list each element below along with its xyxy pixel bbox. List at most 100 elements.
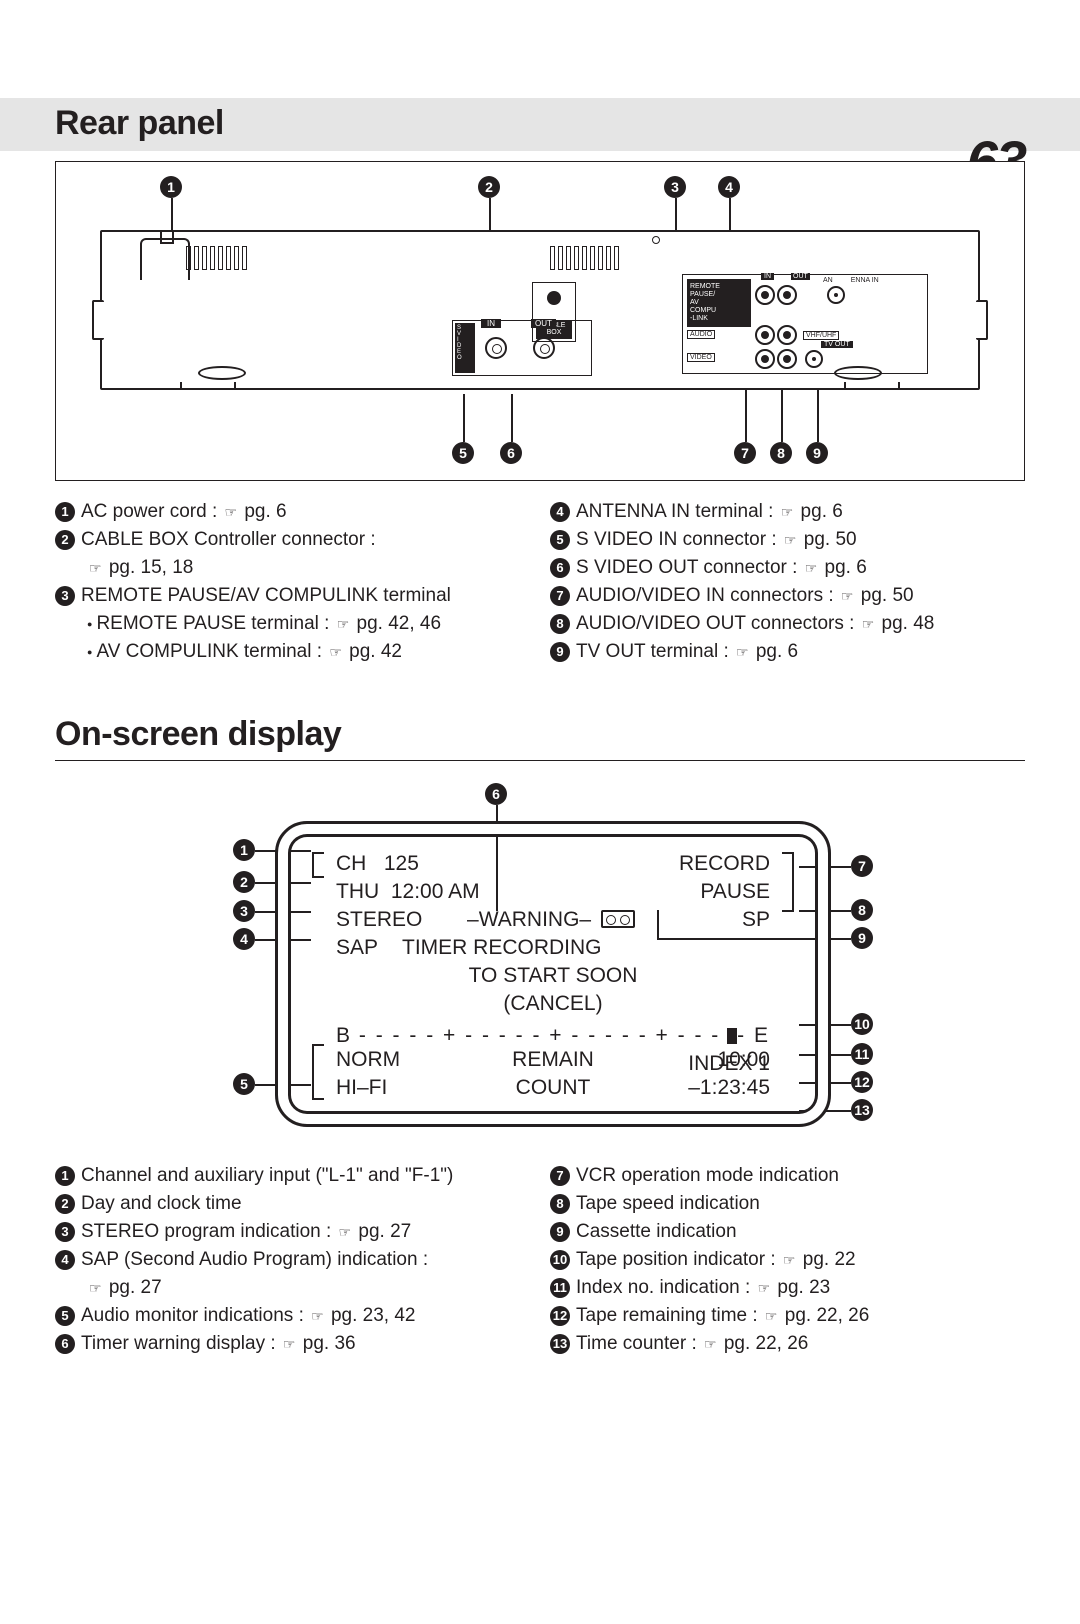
list-item: 2 CABLE BOX Controller connector : <box>55 527 530 553</box>
item-number-icon: 6 <box>550 558 570 578</box>
osd-record: RECORD <box>679 850 770 878</box>
osd-callout-7: 7 <box>851 855 873 877</box>
osd-warning: –WARNING– <box>467 908 591 931</box>
label-vhfuhf: VHF/UHF <box>803 331 839 340</box>
callout-3: 3 <box>664 176 686 198</box>
osd-time: 12:00 AM <box>391 880 480 903</box>
item-text: Cassette indication <box>576 1219 1025 1245</box>
callout-4: 4 <box>718 176 740 198</box>
item-text: Day and clock time <box>81 1191 530 1217</box>
item-text: Audio monitor indications : pg. 23, 42 <box>81 1303 530 1329</box>
item-text: Index no. indication : pg. 23 <box>576 1275 1025 1301</box>
osd-norm: NORM <box>336 1046 400 1074</box>
osd-callout-10: 10 <box>851 1013 873 1035</box>
list-item: 8Tape speed indication <box>550 1191 1025 1217</box>
rear-panel-list: 1AC power cord : pg. 6 2 CABLE BOX Control… <box>55 499 1025 667</box>
item-text: AUDIO/VIDEO OUT connectors : pg. 48 <box>576 611 1025 637</box>
callout-2: 2 <box>478 176 500 198</box>
item-text: S VIDEO OUT connector : pg. 6 <box>576 555 1025 581</box>
list-item: 6 S VIDEO OUT connector : pg. 6 <box>550 555 1025 581</box>
list-item: 13Time counter : pg. 22, 26 <box>550 1331 1025 1357</box>
item-number-icon: 3 <box>55 586 75 606</box>
label-out: OUT <box>531 319 556 328</box>
rear-panel-box: CABLEBOX SVIDEO IN OUT REMOTEPAUSE/AVCOM… <box>100 230 980 390</box>
item-number-icon: 6 <box>55 1334 75 1354</box>
list-item: 10Tape position indicator : pg. 22 <box>550 1247 1025 1273</box>
osd-pause: PAUSE <box>679 878 770 906</box>
item-sub: pg. 27 <box>55 1275 530 1301</box>
osd-callout-3: 3 <box>233 900 255 922</box>
list-item: 6 Timer warning display : pg. 36 <box>55 1331 530 1357</box>
osd-callout-8: 8 <box>851 899 873 921</box>
cassette-icon <box>601 910 635 928</box>
item-sub: pg. 15, 18 <box>55 555 530 581</box>
item-text: STEREO program indication : pg. 27 <box>81 1219 530 1245</box>
item-number-icon: 7 <box>550 1166 570 1186</box>
item-number-icon: 12 <box>550 1306 570 1326</box>
osd-count-value: –1:23:45 <box>688 1074 770 1102</box>
list-item: 9TV OUT terminal : pg. 6 <box>550 639 1025 665</box>
osd-figure: 1 2 3 4 5 6 7 8 9 10 11 12 13 CH 125 THU… <box>55 775 1025 1155</box>
osd-title: On-screen display <box>0 715 1080 754</box>
osd-callout-5: 5 <box>233 1073 255 1095</box>
remote-pause-label: REMOTEPAUSE/AVCOMPU-LINK <box>687 279 751 327</box>
item-bullet: AV COMPULINK terminal : pg. 42 <box>55 639 530 665</box>
item-bullet: REMOTE PAUSE terminal : pg. 42, 46 <box>55 611 530 637</box>
label-in: IN <box>481 319 501 328</box>
callout-5: 5 <box>452 442 474 464</box>
item-number-icon: 3 <box>55 1222 75 1242</box>
item-number-icon: 2 <box>55 530 75 550</box>
label-audio: AUDIO <box>687 330 715 339</box>
osd-frame: CH 125 THU 12:00 AM STEREO SAP RECORD PA… <box>275 821 831 1127</box>
osd-count-label: COUNT <box>512 1074 594 1102</box>
item-number-icon: 7 <box>550 586 570 606</box>
item-text: AUDIO/VIDEO IN connectors : pg. 50 <box>576 583 1025 609</box>
power-cord-icon <box>140 238 190 280</box>
list-item: 8 AUDIO/VIDEO OUT connectors : pg. 48 <box>550 611 1025 637</box>
list-item: 7VCR operation mode indication <box>550 1163 1025 1189</box>
item-text: Timer warning display : pg. 36 <box>81 1331 530 1357</box>
item-text: Channel and auxiliary input ("L-1" and "… <box>81 1163 530 1189</box>
list-item: 2 Day and clock time <box>55 1191 530 1217</box>
item-text: CABLE BOX Controller connector : <box>81 527 530 553</box>
list-item: 3REMOTE PAUSE/AV COMPULINK terminal <box>55 583 530 609</box>
item-text: S VIDEO IN connector : pg. 50 <box>576 527 1025 553</box>
osd-timer-recording: TIMER RECORDING <box>402 934 602 962</box>
item-number-icon: 4 <box>550 502 570 522</box>
list-item: 11Index no. indication : pg. 23 <box>550 1275 1025 1301</box>
list-item: 3 STEREO program indication : pg. 27 <box>55 1219 530 1245</box>
item-number-icon: 13 <box>550 1334 570 1354</box>
list-item: 7 AUDIO/VIDEO IN connectors : pg. 50 <box>550 583 1025 609</box>
item-number-icon: 2 <box>55 1194 75 1214</box>
osd-list: 1Channel and auxiliary input ("L-1" and … <box>55 1163 1025 1359</box>
osd-ch-value: 125 <box>384 852 419 875</box>
item-number-icon: 4 <box>55 1250 75 1270</box>
item-number-icon: 5 <box>550 530 570 550</box>
osd-callout-2: 2 <box>233 871 255 893</box>
item-text: SAP (Second Audio Program) indication : <box>81 1247 530 1273</box>
list-item: 9 Cassette indication <box>550 1219 1025 1245</box>
item-number-icon: 10 <box>550 1250 570 1270</box>
osd-callout-12: 12 <box>851 1071 873 1093</box>
rear-panel-figure: 1 2 3 4 5 6 7 8 9 CABLEBOX <box>55 161 1025 481</box>
list-item: 12 Tape remaining time : pg. 22, 26 <box>550 1303 1025 1329</box>
list-item: 1Channel and auxiliary input ("L-1" and … <box>55 1163 530 1189</box>
list-item: 1AC power cord : pg. 6 <box>55 499 530 525</box>
osd-day: THU <box>336 880 379 903</box>
item-text: Tape speed indication <box>576 1191 1025 1217</box>
osd-remain-value: 10:00 <box>688 1046 770 1074</box>
io-block: REMOTEPAUSE/AVCOMPU-LINK IN OUT ANENNA I… <box>682 274 928 374</box>
osd-hifi: HI–FI <box>336 1074 400 1102</box>
rear-panel-title: Rear panel <box>55 104 1025 143</box>
osd-callout-13: 13 <box>851 1099 873 1121</box>
label-video: VIDEO <box>687 353 715 362</box>
vent <box>550 246 619 270</box>
item-text: TV OUT terminal : pg. 6 <box>576 639 1025 665</box>
list-item: 4ANTENNA IN terminal : pg. 6 <box>550 499 1025 525</box>
item-text: Tape remaining time : pg. 22, 26 <box>576 1303 1025 1329</box>
item-number-icon: 9 <box>550 1222 570 1242</box>
callout-7: 7 <box>734 442 756 464</box>
callout-6: 6 <box>500 442 522 464</box>
item-number-icon: 8 <box>550 614 570 634</box>
vent <box>186 246 247 270</box>
